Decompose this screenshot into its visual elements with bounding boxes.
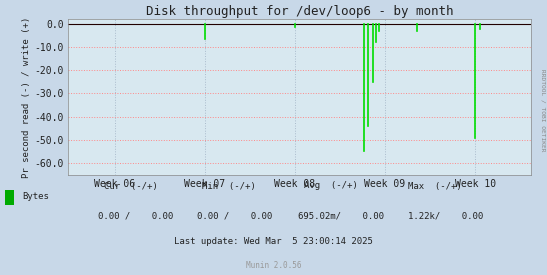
Text: Bytes: Bytes: [22, 192, 49, 201]
Text: 0.00 /    0.00: 0.00 / 0.00: [98, 212, 174, 221]
Text: 695.02m/    0.00: 695.02m/ 0.00: [298, 212, 384, 221]
Text: 1.22k/    0.00: 1.22k/ 0.00: [408, 212, 483, 221]
Text: Avg  (-/+): Avg (-/+): [304, 182, 357, 191]
Text: Min  (-/+): Min (-/+): [202, 182, 256, 191]
Title: Disk throughput for /dev/loop6 - by month: Disk throughput for /dev/loop6 - by mont…: [146, 5, 453, 18]
Text: Last update: Wed Mar  5 23:00:14 2025: Last update: Wed Mar 5 23:00:14 2025: [174, 236, 373, 246]
Text: Munin 2.0.56: Munin 2.0.56: [246, 261, 301, 270]
Y-axis label: Pr second read (-) / write (+): Pr second read (-) / write (+): [22, 16, 31, 178]
Text: Cur  (-/+): Cur (-/+): [104, 182, 158, 191]
Text: Max  (-/+): Max (-/+): [408, 182, 461, 191]
Text: 0.00 /    0.00: 0.00 / 0.00: [197, 212, 272, 221]
Text: RRDTOOL / TOBI OETIKER: RRDTOOL / TOBI OETIKER: [540, 69, 546, 151]
